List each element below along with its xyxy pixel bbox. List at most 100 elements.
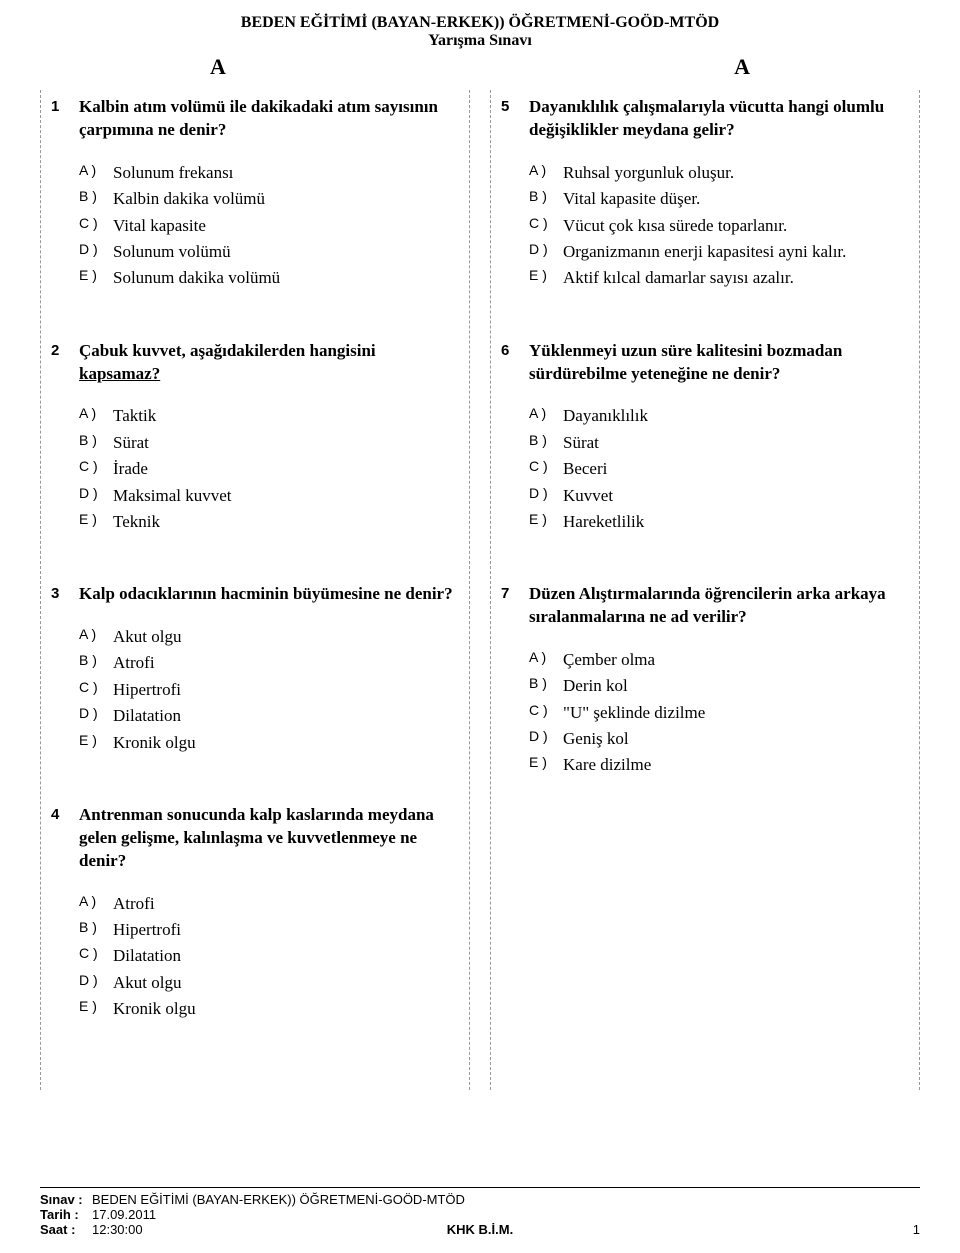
option-label: B ) xyxy=(79,186,107,212)
option-item: D )Geniş kol xyxy=(529,726,909,752)
page-header: BEDEN EĞİTİMİ (BAYAN-ERKEK)) ÖĞRETMENİ-G… xyxy=(40,14,920,50)
question-body: Antrenman sonucunda kalp kaslarında meyd… xyxy=(79,804,459,1023)
question-number: 4 xyxy=(51,806,69,823)
question-text: Çabuk kuvvet, aşağıdakilerden hangisini … xyxy=(79,340,459,386)
option-label: B ) xyxy=(79,650,107,676)
question-text: Dayanıklılık çalışmalarıyla vücutta hang… xyxy=(529,96,909,142)
option-item: B )Sürat xyxy=(79,430,459,456)
option-item: A )Solunum frekansı xyxy=(79,160,459,186)
option-text: Derin kol xyxy=(563,673,628,699)
footer-date-value: 17.09.2011 xyxy=(92,1207,156,1222)
question-text: Yüklenmeyi uzun süre kalitesini bozmadan… xyxy=(529,340,909,386)
option-text: Vücut çok kısa sürede toparlanır. xyxy=(563,213,787,239)
option-item: E )Kare dizilme xyxy=(529,752,909,778)
option-item: E )Kronik olgu xyxy=(79,996,459,1022)
option-text: Maksimal kuvvet xyxy=(113,483,232,509)
footer-page-number: 1 xyxy=(913,1222,920,1237)
option-text: "U" şeklinde dizilme xyxy=(563,700,705,726)
option-label: D ) xyxy=(79,483,107,509)
options-list: A )Ruhsal yorgunluk oluşur.B )Vital kapa… xyxy=(529,160,909,292)
option-text: Atrofi xyxy=(113,891,155,917)
column-right: 5 Dayanıklılık çalışmalarıyla vücutta han… xyxy=(490,90,920,1090)
option-item: A )Çember olma xyxy=(529,647,909,673)
option-label: A ) xyxy=(79,403,107,429)
option-text: Teknik xyxy=(113,509,160,535)
footer-exam-label: Sınav : xyxy=(40,1192,92,1207)
footer-exam-value: BEDEN EĞİTİMİ (BAYAN-ERKEK)) ÖĞRETMENİ-G… xyxy=(92,1192,465,1207)
option-item: A )Atrofi xyxy=(79,891,459,917)
option-item: B )Hipertrofi xyxy=(79,917,459,943)
question-block: 2Çabuk kuvvet, aşağıdakilerden hangisini… xyxy=(51,340,459,536)
question-number: 1 xyxy=(51,98,69,115)
question-columns: 1 Kalbin atım volümü ile dakikadaki atım … xyxy=(40,90,920,1090)
page-footer: Sınav : BEDEN EĞİTİMİ (BAYAN-ERKEK)) ÖĞR… xyxy=(40,1187,920,1237)
option-item: C )Vücut çok kısa sürede toparlanır. xyxy=(529,213,909,239)
options-list: A )Akut olguB )AtrofiC )HipertrofiD )Dil… xyxy=(79,624,459,756)
header-title: BEDEN EĞİTİMİ (BAYAN-ERKEK)) ÖĞRETMENİ-G… xyxy=(40,14,920,32)
option-item: E )Aktif kılcal damarlar sayısı azalır. xyxy=(529,265,909,291)
option-text: Akut olgu xyxy=(113,624,181,650)
option-text: Kuvvet xyxy=(563,483,613,509)
question-number: 5 xyxy=(501,98,519,115)
option-item: C )İrade xyxy=(79,456,459,482)
option-item: A )Ruhsal yorgunluk oluşur. xyxy=(529,160,909,186)
option-text: Dayanıklılık xyxy=(563,403,648,429)
option-item: D )Dilatation xyxy=(79,703,459,729)
option-text: Sürat xyxy=(113,430,149,456)
option-item: B )Sürat xyxy=(529,430,909,456)
question-text: Düzen Alıştırmalarında öğrencilerin arka… xyxy=(529,583,909,629)
option-label: E ) xyxy=(79,730,107,756)
form-letter-right: A xyxy=(734,54,750,80)
option-item: E )Solunum dakika volümü xyxy=(79,265,459,291)
option-label: D ) xyxy=(529,239,557,265)
option-item: D )Akut olgu xyxy=(79,970,459,996)
option-label: A ) xyxy=(529,647,557,673)
option-label: C ) xyxy=(79,456,107,482)
option-item: C )Beceri xyxy=(529,456,909,482)
option-label: A ) xyxy=(79,160,107,186)
option-label: E ) xyxy=(529,752,557,778)
option-label: A ) xyxy=(79,891,107,917)
option-label: C ) xyxy=(79,677,107,703)
option-item: C )Vital kapasite xyxy=(79,213,459,239)
option-item: A )Dayanıklılık xyxy=(529,403,909,429)
question-body: Yüklenmeyi uzun süre kalitesini bozmadan… xyxy=(529,340,909,536)
options-list: A )DayanıklılıkB )SüratC )BeceriD )Kuvve… xyxy=(529,403,909,535)
option-label: B ) xyxy=(529,430,557,456)
options-list: A )AtrofiB )HipertrofiC )DilatationD )Ak… xyxy=(79,891,459,1023)
options-list: A )Çember olmaB )Derin kolC )"U" şeklind… xyxy=(529,647,909,779)
option-text: Kalbin dakika volümü xyxy=(113,186,265,212)
option-item: B )Atrofi xyxy=(79,650,459,676)
option-label: C ) xyxy=(529,213,557,239)
option-text: Atrofi xyxy=(113,650,155,676)
question-text: Kalbin atım volümü ile dakikadaki atım s… xyxy=(79,96,459,142)
question-text: Kalp odacıklarının hacminin büyümesine n… xyxy=(79,583,459,606)
question-text-underline: kapsamaz? xyxy=(79,364,160,383)
option-text: Hareketlilik xyxy=(563,509,644,535)
question-block: 3 Kalp odacıklarının hacminin büyümesine … xyxy=(51,583,459,756)
option-text: Taktik xyxy=(113,403,156,429)
option-text: Organizmanın enerji kapasitesi ayni kalı… xyxy=(563,239,846,265)
option-item: D )Organizmanın enerji kapasitesi ayni k… xyxy=(529,239,909,265)
question-number: 3 xyxy=(51,585,69,602)
option-label: E ) xyxy=(79,509,107,535)
option-text: Akut olgu xyxy=(113,970,181,996)
option-item: C )"U" şeklinde dizilme xyxy=(529,700,909,726)
option-text: Solunum frekansı xyxy=(113,160,233,186)
question-body: Çabuk kuvvet, aşağıdakilerden hangisini … xyxy=(79,340,459,536)
option-label: E ) xyxy=(79,996,107,1022)
option-label: A ) xyxy=(529,160,557,186)
form-letter-left: A xyxy=(210,54,226,80)
option-item: A )Akut olgu xyxy=(79,624,459,650)
option-label: D ) xyxy=(529,483,557,509)
question-number: 7 xyxy=(501,585,519,602)
question-block: 1 Kalbin atım volümü ile dakikadaki atım … xyxy=(51,96,459,292)
question-block: 7 Düzen Alıştırmalarında öğrencilerin ark… xyxy=(501,583,909,779)
option-label: C ) xyxy=(79,213,107,239)
option-text: Kronik olgu xyxy=(113,996,196,1022)
option-label: D ) xyxy=(79,970,107,996)
option-text: Hipertrofi xyxy=(113,917,181,943)
option-label: E ) xyxy=(529,509,557,535)
option-text: Vital kapasite xyxy=(113,213,206,239)
option-text: Geniş kol xyxy=(563,726,629,752)
